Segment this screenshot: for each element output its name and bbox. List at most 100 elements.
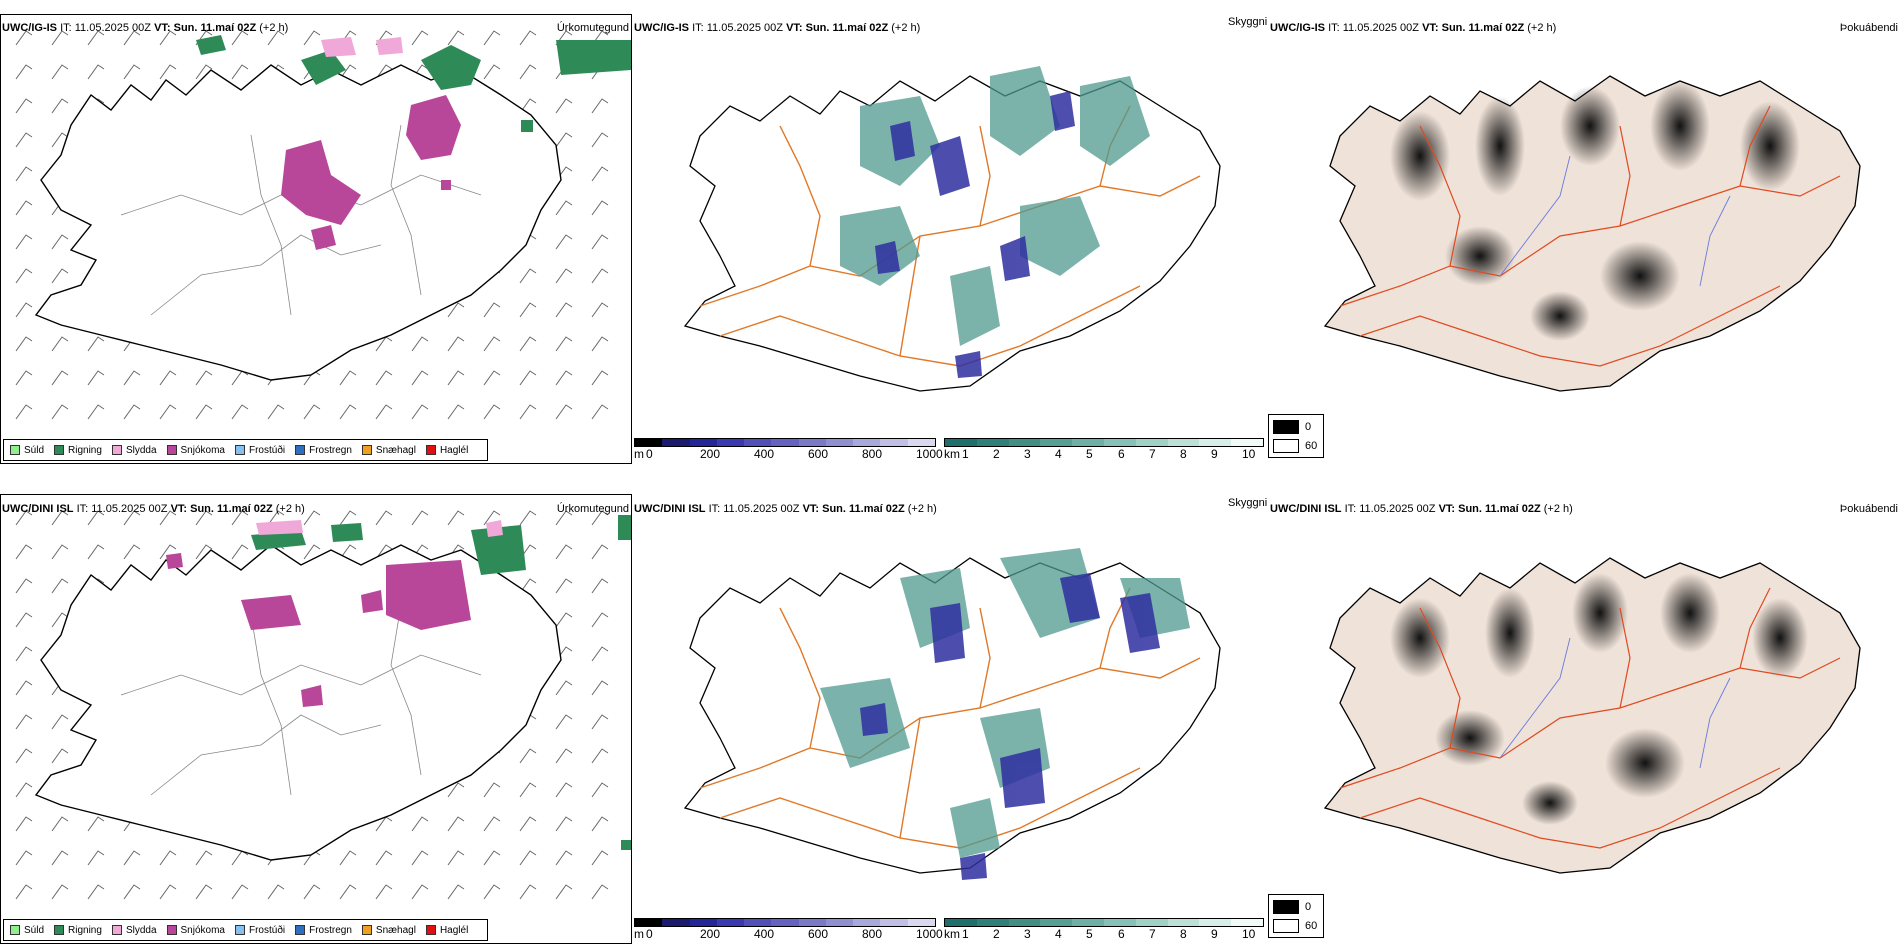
colorbar-cell <box>945 919 977 926</box>
wind-barb <box>159 370 177 386</box>
wind-barb <box>519 578 537 594</box>
wind-barb <box>375 510 393 526</box>
wind-barb <box>483 404 501 420</box>
wind-barb <box>15 200 33 216</box>
precip-legend-item: Súld <box>10 445 44 456</box>
wind-barb <box>519 64 537 80</box>
wind-barb <box>15 132 33 148</box>
rivers <box>1499 155 1731 287</box>
wind-barb <box>15 166 33 182</box>
wind-barb <box>375 544 393 560</box>
wind-barb <box>195 64 213 80</box>
wind-barb <box>555 234 573 250</box>
lead-time: (+2 h) <box>907 503 937 515</box>
wind-barb <box>519 302 537 318</box>
precip-swatch <box>166 925 177 935</box>
wind-barb <box>555 200 573 216</box>
snow-areas <box>281 95 461 250</box>
wind-barb <box>231 30 249 46</box>
field-title: Úrkomutegund <box>556 22 629 34</box>
model-name: UWC/IG-IS <box>634 22 689 34</box>
it-value: 11.05.2025 00Z <box>1359 503 1436 515</box>
wind-barb <box>375 370 393 386</box>
precip-label: Rigning <box>68 444 102 456</box>
wind-barb <box>483 30 501 46</box>
model-name: UWC/IG-IS <box>1270 22 1325 34</box>
field-title: Þokuábendi <box>1839 22 1898 34</box>
visibility-unit: km <box>944 447 960 461</box>
panel-header: UWC/DINI ISL IT: 11.05.2025 00Z VT: Sun.… <box>634 503 937 515</box>
colorbar-cell <box>1135 439 1168 446</box>
wind-barb <box>411 30 429 46</box>
wind-barb <box>231 884 249 900</box>
precip-type-panel-top: Súld Rigning Slydda Snjókoma Frostúði Frostre… <box>0 14 632 464</box>
wind-barb <box>159 30 177 46</box>
fog-label-low: 0 <box>1305 421 1312 433</box>
colorbar-cell <box>635 439 663 446</box>
wind-barb <box>51 404 69 420</box>
wind-barb <box>123 884 141 900</box>
wind-barb <box>195 850 213 866</box>
colorbar-cell <box>1199 439 1232 446</box>
wind-barb <box>195 544 213 560</box>
wind-barb <box>555 578 573 594</box>
fog-swatch-high <box>1273 919 1299 933</box>
wind-barb <box>87 30 105 46</box>
fog-swatch-high <box>1273 439 1299 453</box>
iceland-fog-map-bottom <box>1323 557 1861 874</box>
fog-legend-row: 60 <box>1273 439 1317 453</box>
wind-barb <box>519 370 537 386</box>
wind-barb <box>51 234 69 250</box>
fog-shading <box>1390 573 1808 825</box>
wind-barb <box>555 612 573 628</box>
colorbar-cell <box>662 439 690 446</box>
wind-barb <box>123 544 141 560</box>
wind-barb <box>411 404 429 420</box>
wind-barb <box>555 884 573 900</box>
wind-barb <box>15 816 33 832</box>
wind-barb <box>519 404 537 420</box>
precip-swatch <box>111 445 122 455</box>
vt-label: VT: <box>170 503 188 515</box>
wind-barb <box>51 748 69 764</box>
wind-barb <box>555 370 573 386</box>
precip-legend-items: Súld Rigning Slydda Snjókoma Frostúði Frostre… <box>10 445 468 456</box>
wind-barb <box>51 336 69 352</box>
wind-barb <box>267 884 285 900</box>
wind-barb <box>159 544 177 560</box>
cloudbase-fields <box>860 573 1160 880</box>
wind-barb <box>15 612 33 628</box>
sleet-areas <box>321 37 403 57</box>
wind-barb <box>303 884 321 900</box>
wind-barb <box>51 612 69 628</box>
colorbar-cell <box>1167 919 1200 926</box>
wind-barb <box>339 64 357 80</box>
precip-swatch <box>166 445 177 455</box>
precip-swatch <box>295 445 306 455</box>
wind-barb <box>375 64 393 80</box>
precip-legend-item: Frostregn <box>295 925 352 936</box>
wind-barb <box>411 510 429 526</box>
colorbar-tick: 0 <box>646 927 653 941</box>
precip-label: Frostúði <box>248 444 286 456</box>
precip-swatch <box>111 925 122 935</box>
wind-barb <box>87 544 105 560</box>
precip-label: Slydda <box>125 924 157 936</box>
wind-barb <box>591 404 609 420</box>
precip-legend-item: Frostúði <box>234 925 285 936</box>
wind-barb <box>51 370 69 386</box>
panel-header: UWC/DINI ISL IT: 11.05.2025 00Z VT: Sun.… <box>2 503 305 515</box>
wind-barb <box>267 30 285 46</box>
panel-header: UWC/IG-IS IT: 11.05.2025 00Z VT: Sun. 11… <box>2 22 288 34</box>
precip-legend-item: Snæhagl <box>361 925 416 936</box>
colorbar-cell <box>945 439 977 446</box>
precip-legend-item: Frostúði <box>234 444 286 456</box>
colorbar-tick: 5 <box>1086 447 1093 461</box>
precip-legend-item: Frostregn <box>295 445 352 456</box>
model-name: UWC/DINI ISL <box>1270 503 1342 515</box>
precip-label: Súld <box>24 924 45 936</box>
wind-barb <box>555 544 573 560</box>
vt-label: VT: <box>802 503 820 515</box>
cloudbase-ticks: 0 200 400 600 800 1000 <box>646 447 943 461</box>
wind-barb <box>483 336 501 352</box>
